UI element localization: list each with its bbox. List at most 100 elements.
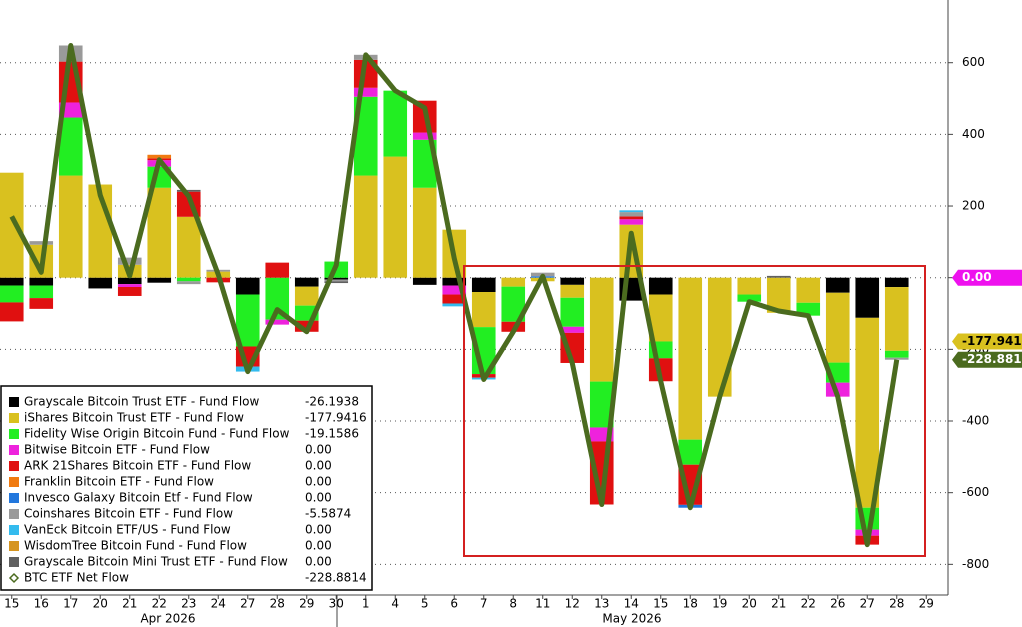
legend-swatch (9, 541, 19, 551)
bar-segment (147, 154, 172, 159)
y-tick-label: -600 (962, 485, 989, 499)
legend: Grayscale Bitcoin Trust ETF - Fund Flow -… (0, 385, 373, 591)
axis-tag (952, 351, 1022, 368)
bar-segment (678, 439, 703, 465)
legend-box (0, 385, 373, 591)
x-tick-label: 23 (181, 597, 196, 611)
bar-segment (117, 287, 142, 296)
month-label: May 2026 (602, 612, 661, 626)
x-tick-label: 1 (362, 597, 370, 611)
bar-segment (176, 216, 201, 278)
bar-segment (235, 277, 260, 295)
legend-label: Grayscale Bitcoin Mini Trust ETF - Fund … (24, 555, 288, 569)
x-tick-label: 29 (919, 597, 934, 611)
legend-swatch (9, 477, 19, 487)
x-tick-label: 18 (683, 597, 698, 611)
bar-segment (442, 294, 467, 304)
x-tick-label: 28 (270, 597, 285, 611)
highlight-box (463, 265, 926, 557)
x-tick-label: 6 (450, 597, 458, 611)
bar-segment (412, 132, 437, 140)
legend-swatch (9, 461, 19, 471)
bar-segment (265, 319, 290, 325)
x-tick-label: 15 (653, 597, 668, 611)
bar-segment (0, 302, 24, 322)
y-tick-label: 600 (962, 55, 985, 69)
bar-segment (766, 275, 791, 278)
bar-segment (265, 277, 290, 320)
bar-segment (29, 298, 54, 309)
bar-segment (560, 284, 585, 298)
x-tick-label: 11 (535, 597, 550, 611)
legend-label: Coinshares Bitcoin ETF - Fund Flow (24, 507, 233, 521)
bar-segment (176, 281, 201, 285)
bar-segment (117, 284, 142, 288)
axis-tag (952, 269, 1022, 286)
x-tick-label: 21 (771, 597, 786, 611)
bar-segment (884, 287, 909, 351)
legend-label: Bitwise Bitcoin ETF - Fund Flow (24, 443, 210, 457)
bar-segment (412, 277, 437, 285)
x-tick-label: 26 (830, 597, 845, 611)
legend-value: -19.1586 (305, 427, 359, 441)
bar-segment (176, 277, 201, 282)
legend-label: VanEck Bitcoin ETF/US - Fund Flow (24, 523, 231, 537)
bar-segment (265, 262, 290, 278)
bar-segment (58, 175, 83, 278)
bar-segment (619, 219, 644, 225)
plot-area (0, 43, 948, 565)
bar-segment (471, 277, 496, 293)
legend-label: iShares Bitcoin Trust ETF - Fund Flow (24, 411, 244, 425)
bar-segment (117, 257, 142, 265)
bar-segment (324, 279, 349, 282)
bar-segment (560, 297, 585, 327)
bar-segment (294, 286, 319, 306)
bar-segment (442, 277, 467, 286)
x-tick-label: 24 (211, 597, 226, 611)
x-tick-label: 27 (240, 597, 255, 611)
x-tick-label: 15 (4, 597, 19, 611)
legend-value: 0.00 (305, 523, 332, 537)
legend-swatch (9, 413, 19, 423)
legend-value: 0.00 (305, 475, 332, 489)
bar-segment (589, 277, 614, 382)
bar-segment (29, 241, 54, 245)
bar-segment (678, 277, 703, 440)
axis-tag-label: 0.00 (962, 270, 992, 284)
bar-segment (235, 294, 260, 347)
legend-label: Franklin Bitcoin ETF - Fund Flow (24, 475, 214, 489)
bar-segment (766, 277, 791, 313)
legend-swatch (9, 397, 19, 407)
bar-segment (560, 277, 585, 285)
legend-value: -177.9416 (305, 411, 367, 425)
axis-tag-label: -177.9416 (962, 334, 1022, 348)
bar-segment (501, 286, 526, 322)
bar-segment (294, 277, 319, 287)
legend-label: Fidelity Wise Origin Bitcoin Fund - Fund… (24, 427, 290, 441)
bar-segment (58, 117, 83, 176)
bar-segment (412, 187, 437, 278)
bar-segment (147, 277, 172, 283)
legend-value: 0.00 (305, 459, 332, 473)
legend-label: Invesco Galaxy Bitcoin Etf - Fund Flow (24, 491, 253, 505)
legend-swatch (9, 493, 19, 503)
legend-value: 0.00 (305, 539, 332, 553)
bar-segment (353, 87, 378, 97)
legend-value: -5.5874 (305, 507, 351, 521)
legend-value: 0.00 (305, 443, 332, 457)
x-tick-label: 17 (63, 597, 78, 611)
bar-segment (412, 139, 437, 188)
legend-swatch (9, 429, 19, 439)
legend-label: ARK 21Shares Bitcoin ETF - Fund Flow (24, 459, 251, 473)
x-tick-label: 30 (329, 597, 344, 611)
bar-segment (619, 212, 644, 217)
bar-segment (884, 277, 909, 288)
legend-value: -228.8814 (305, 571, 367, 585)
bar-segment (383, 90, 408, 157)
x-tick-label: 22 (152, 597, 167, 611)
x-tick-label: 8 (509, 597, 517, 611)
x-tick-label: 28 (889, 597, 904, 611)
legend-swatch (9, 525, 19, 535)
bar-segment (855, 317, 880, 508)
